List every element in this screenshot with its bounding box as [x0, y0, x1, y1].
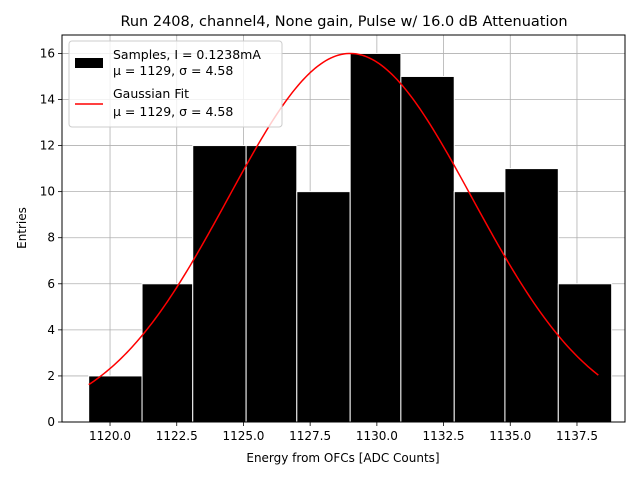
y-axis-label: Entries [15, 207, 29, 249]
legend-fit-stats: μ = 1129, σ = 4.58 [113, 104, 233, 119]
legend-box [68, 40, 283, 128]
x-ticks: 1120.0 1122.5 1125.0 1127.5 1130.0 1132.5 1135… [89, 422, 598, 443]
x-tick-label: 1120.0 [89, 429, 131, 443]
chart-title: Run 2408, channel4, None gain, Pulse w/ … [120, 14, 567, 30]
y-tick-label: 8 [47, 231, 55, 245]
fit-curve-group [88, 52, 599, 386]
histogram-bar [349, 52, 402, 423]
y-tick-label: 16 [40, 46, 55, 60]
histogram-bar [400, 75, 455, 423]
y-ticks: 0 2 4 6 8 10 12 14 16 [40, 46, 62, 429]
histogram-bar [557, 283, 613, 423]
y-tick-label: 14 [40, 93, 55, 107]
x-tick-label: 1132.5 [423, 429, 465, 443]
x-tick-label: 1125.0 [222, 429, 264, 443]
legend: Samples, I = 0.1238mA μ = 1129, σ = 4.58… [68, 40, 283, 128]
y-tick-label: 10 [40, 185, 55, 199]
y-tick-label: 2 [47, 369, 55, 383]
x-tick-label: 1122.5 [156, 429, 198, 443]
x-tick-label: 1130.0 [356, 429, 398, 443]
legend-samples-stats: μ = 1129, σ = 4.58 [113, 63, 233, 78]
histogram-bars [88, 52, 613, 423]
histogram-bar [141, 283, 194, 423]
histogram-bar [88, 375, 143, 423]
legend-samples-swatch [75, 58, 103, 68]
x-tick-label: 1127.5 [289, 429, 331, 443]
x-tick-label: 1137.5 [556, 429, 598, 443]
y-tick-label: 4 [47, 323, 55, 337]
y-tick-label: 12 [40, 139, 55, 153]
x-axis-label: Energy from OFCs [ADC Counts] [246, 451, 439, 465]
legend-samples-label: Samples, I = 0.1238mA [113, 47, 261, 62]
y-tick-label: 0 [47, 415, 55, 429]
histogram-bar [504, 168, 559, 423]
gaussian-fit-curve [88, 52, 599, 386]
histogram-bar [245, 145, 298, 423]
histogram-bar [453, 191, 506, 423]
plot-frame [61, 34, 626, 423]
y-tick-label: 6 [47, 277, 55, 291]
histogram-bar [296, 191, 351, 423]
legend-fit-label: Gaussian Fit [113, 86, 189, 101]
x-tick-label: 1135.0 [489, 429, 531, 443]
histogram-bar [192, 145, 247, 423]
